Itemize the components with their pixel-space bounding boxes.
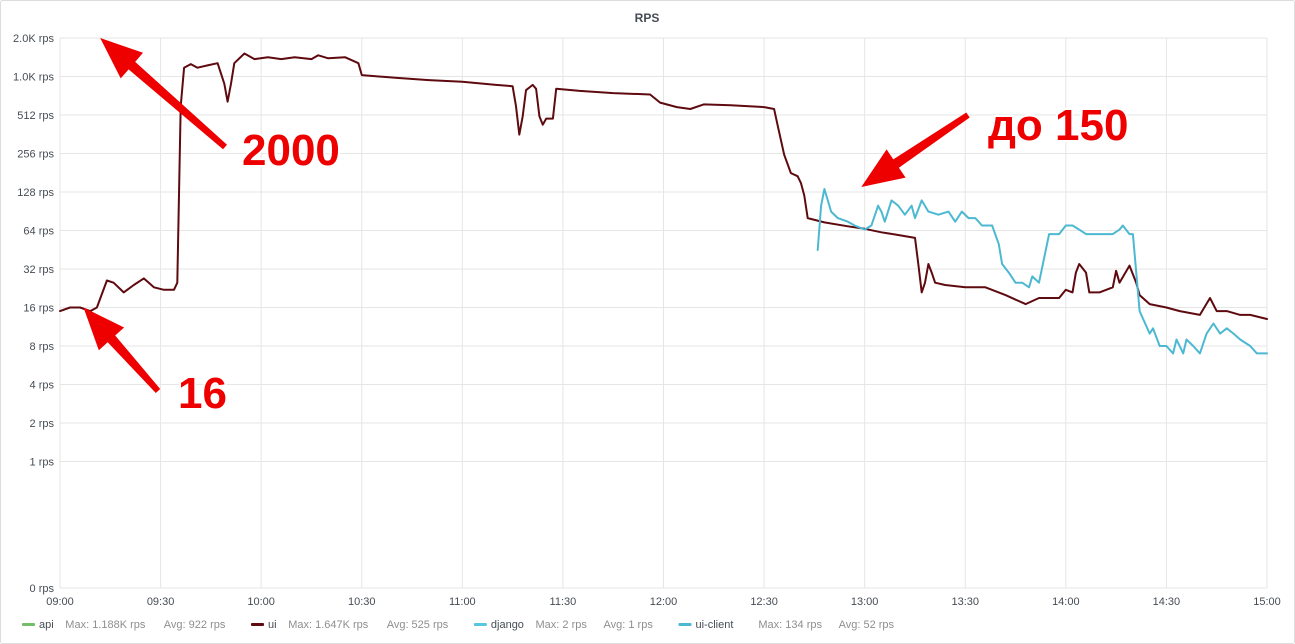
legend-series-name: ui-client: [696, 619, 734, 631]
x-tick-label: 11:00: [449, 596, 476, 608]
series-line-ui: [59, 52, 1268, 320]
y-tick-label: 1 rps: [30, 457, 55, 469]
legend-avg: Avg: 52 rps: [839, 619, 895, 631]
x-tick-label: 12:30: [750, 596, 778, 608]
legend-max: Max: 134 rps: [758, 619, 822, 631]
y-tick-label: 128 rps: [17, 187, 54, 199]
legend-series-name: api: [39, 619, 54, 631]
y-tick-label: 256 rps: [17, 149, 54, 161]
x-tick-label: 09:00: [46, 596, 74, 608]
annotation-label: 2000: [242, 126, 340, 175]
x-tick-label: 14:00: [1052, 596, 1080, 608]
y-tick-label: 16 rps: [23, 303, 54, 315]
annotation-arrow: [83, 307, 161, 393]
legend-avg: Avg: 1 rps: [604, 619, 654, 631]
chart-title: RPS: [635, 11, 660, 25]
x-tick-label: 11:30: [550, 596, 577, 608]
y-tick-label: 8 rps: [30, 341, 55, 353]
y-tick-label: 1.0K rps: [13, 72, 54, 84]
y-tick-label: 4 rps: [30, 380, 55, 392]
annotation-arrow: [861, 112, 970, 187]
annotations: 2000 16 до 150: [83, 38, 1130, 420]
y-tick-label: 0 rps: [30, 583, 55, 595]
x-tick-label: 10:30: [348, 596, 376, 608]
x-axis: 09:00 09:30 10:00 10:30 11:00 11:30 12:00 12:30…: [46, 596, 1281, 608]
legend-max: Max: 2 rps: [536, 619, 588, 631]
x-tick-label: 14:30: [1153, 596, 1181, 608]
legend-swatch-django: [473, 623, 487, 626]
annotation-arrow: [100, 38, 227, 150]
legend-max: Max: 1.188K rps: [65, 619, 146, 631]
annotation-label: 16: [178, 369, 227, 418]
y-tick-label: 64 rps: [23, 226, 54, 238]
grid-lines: [59, 37, 1268, 589]
legend-swatch-api: [22, 623, 35, 626]
series-line-ui-client: [816, 188, 1268, 355]
annotation-label: до 150: [988, 101, 1128, 150]
y-tick-label: 2.0K rps: [13, 33, 54, 45]
legend-avg: Avg: 525 rps: [387, 619, 449, 631]
x-tick-label: 09:30: [147, 596, 175, 608]
legend-swatch-ui: [251, 623, 264, 626]
legend-series-name: ui: [268, 619, 277, 631]
x-tick-label: 10:00: [247, 596, 275, 608]
x-tick-label: 13:30: [951, 596, 979, 608]
series-lines: [59, 52, 1268, 355]
legend-series-name: django: [491, 619, 524, 631]
x-tick-label: 12:00: [650, 596, 678, 608]
legend-avg: Avg: 922 rps: [164, 619, 226, 631]
y-axis: 0 rps 1 rps 2 rps 4 rps 8 rps 16 rps 32 rps 64 …: [13, 33, 54, 595]
x-tick-label: 15:00: [1253, 596, 1281, 608]
legend-swatch-ui-client: [678, 623, 692, 626]
legend-max: Max: 1.647K rps: [288, 619, 369, 631]
legend: api Max: 1.188K rps Avg: 922 rps ui Max: 1.6…: [22, 619, 895, 631]
x-tick-label: 13:00: [851, 596, 879, 608]
y-tick-label: 512 rps: [17, 110, 54, 122]
y-tick-label: 32 rps: [23, 264, 54, 276]
y-tick-label: 2 rps: [30, 418, 55, 430]
